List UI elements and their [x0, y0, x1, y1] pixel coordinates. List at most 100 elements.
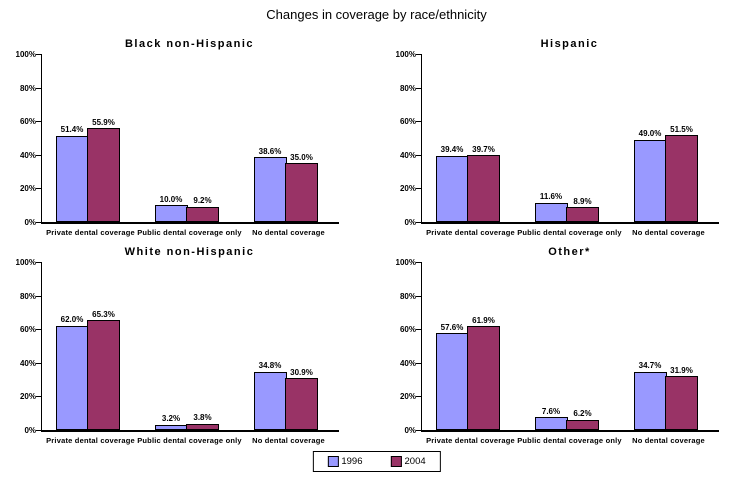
y-axis-tick-mark — [36, 188, 41, 190]
y-axis-tick-label: 40% — [19, 150, 36, 160]
category-label: No dental coverage — [252, 436, 325, 445]
subplot-title: Other* — [548, 246, 591, 258]
y-axis-tick-mark — [36, 222, 41, 223]
legend-swatch-2004 — [390, 456, 402, 467]
y-axis-tick-label: 0% — [24, 218, 36, 227]
bar-group: 34.8% 30.9% — [253, 361, 318, 430]
category-label: Public dental coverage only — [517, 228, 622, 237]
y-axis-tick-mark — [416, 188, 421, 190]
y-axis-tick-label: 100% — [395, 50, 416, 59]
legend-label: 1996 — [341, 456, 363, 467]
bar-value-label: 6.2% — [573, 409, 592, 419]
y-axis-tick-label: 0% — [24, 426, 36, 435]
bar-2004: 61.9% — [467, 316, 500, 430]
bar-group: 10.0% 9.2% — [154, 195, 219, 222]
bar-value-label: 65.3% — [92, 309, 115, 319]
bar-1996: 51.4% — [55, 125, 89, 222]
y-axis-tick-label: 60% — [19, 325, 36, 335]
y-axis-tick-label: 40% — [19, 358, 36, 368]
bar-group: 49.0% 51.5% — [633, 125, 698, 222]
y-axis-tick-mark — [36, 87, 41, 89]
bar-1996: 3.2% — [154, 414, 188, 430]
bar-value-label: 38.6% — [258, 146, 282, 156]
y-axis-tick-mark — [36, 430, 41, 431]
y-axis-tick-mark — [36, 121, 41, 123]
bar-value-label: 10.0% — [159, 194, 183, 204]
bar-1996: 34.8% — [253, 361, 287, 430]
bar-value-label: 9.2% — [193, 196, 212, 206]
plot-area: 51.4% 55.9% 10.0% 9.2% 38.6% 35.0% — [36, 54, 339, 224]
category-label: No dental coverage — [632, 228, 705, 237]
y-axis-tick-mark — [36, 362, 41, 364]
plot-area: 62.0% 65.3% 3.2% 3.8% 34.8% 30.9% — [36, 262, 339, 432]
bar-value-label: 3.8% — [193, 413, 212, 423]
bar-group: 38.6% 35.0% — [253, 147, 318, 222]
y-axis-tick-label: 0% — [404, 218, 416, 227]
y-axis-tick-label: 80% — [19, 83, 36, 93]
bar-2004: 3.8% — [186, 413, 219, 430]
y-axis-tick-label: 80% — [19, 291, 36, 301]
bar-value-label: 34.8% — [258, 361, 282, 371]
y-axis-tick-label: 40% — [399, 150, 416, 160]
y-axis-tick-label: 0% — [404, 426, 416, 435]
y-axis-tick-label: 100% — [395, 258, 416, 267]
bar-1996: 7.6% — [534, 407, 568, 430]
bar-group: 11.6% 8.9% — [534, 192, 599, 222]
subplot-other: Other* 0% 20% 40% 60% 80% 100% 57.6% 61.9% 7.6% 6.… — [386, 246, 748, 451]
legend-swatch-1996 — [327, 456, 339, 467]
category-label: Public dental coverage only — [137, 436, 242, 445]
y-axis-tick-label: 100% — [15, 258, 36, 267]
bar-group: 57.6% 61.9% — [435, 316, 500, 430]
bar-value-label: 39.7% — [472, 144, 495, 154]
subplot-black-non-hispanic: Black non-Hispanic 0% 20% 40% 60% 80% 100% 51.4… — [6, 38, 368, 243]
y-axis-tick-mark — [36, 329, 41, 331]
legend-label: 2004 — [404, 456, 426, 467]
bar-1996: 11.6% — [534, 192, 568, 222]
bar-1996: 49.0% — [633, 129, 667, 222]
category-label: No dental coverage — [252, 228, 325, 237]
y-axis-tick-mark — [416, 222, 421, 223]
subplot-title: White non-Hispanic — [124, 246, 255, 258]
bar-2004: 8.9% — [566, 197, 599, 222]
bar-group: 34.7% 31.9% — [633, 361, 698, 430]
bar-2004: 9.2% — [186, 196, 219, 222]
bar-value-label: 7.6% — [541, 406, 561, 416]
subplot-title: Black non-Hispanic — [124, 38, 255, 50]
bar-value-label: 51.4% — [60, 125, 84, 135]
y-axis-tick-mark — [416, 154, 421, 156]
bar-value-label: 62.0% — [60, 315, 84, 325]
y-axis-tick-mark — [36, 295, 41, 297]
y-axis-tick-label: 60% — [399, 325, 416, 335]
bar-value-label: 34.7% — [638, 361, 662, 371]
y-axis-tick-label: 80% — [399, 291, 416, 301]
bar-group: 51.4% 55.9% — [55, 118, 120, 222]
y-axis-tick-label: 20% — [19, 392, 36, 402]
y-axis-tick-mark — [416, 362, 421, 364]
bar-group: 39.4% 39.7% — [435, 145, 500, 222]
y-axis-tick-label: 60% — [19, 117, 36, 127]
bar-value-label: 55.9% — [92, 117, 115, 127]
bar-value-label: 51.5% — [670, 124, 693, 134]
bar-1996: 62.0% — [55, 315, 89, 430]
legend-entry: 1996 — [327, 456, 363, 467]
y-axis-tick-mark — [416, 430, 421, 431]
legend: 1996 2004 — [312, 451, 441, 472]
y-axis-tick-label: 20% — [19, 184, 36, 194]
bar-value-label: 39.4% — [440, 145, 464, 155]
y-axis-tick-mark — [416, 262, 421, 263]
bar-2004: 31.9% — [665, 366, 698, 430]
bar-value-label: 11.6% — [539, 192, 563, 202]
bar-value-label: 61.9% — [472, 315, 495, 325]
plot-area: 39.4% 39.7% 11.6% 8.9% 49.0% 51.5% — [416, 54, 719, 224]
y-axis-tick-label: 60% — [399, 117, 416, 127]
y-axis-tick-mark — [36, 396, 41, 398]
y-axis-tick-label: 40% — [399, 358, 416, 368]
figure-title: Changes in coverage by race/ethnicity — [266, 7, 487, 22]
y-axis-tick-label: 20% — [399, 184, 416, 194]
bar-2004: 6.2% — [566, 409, 599, 430]
plot-area: 57.6% 61.9% 7.6% 6.2% 34.7% 31.9% — [416, 262, 719, 432]
y-axis-tick-label: 80% — [399, 83, 416, 93]
category-label: No dental coverage — [632, 436, 705, 445]
y-axis-tick-mark — [36, 262, 41, 263]
bar-value-label: 49.0% — [638, 129, 662, 139]
